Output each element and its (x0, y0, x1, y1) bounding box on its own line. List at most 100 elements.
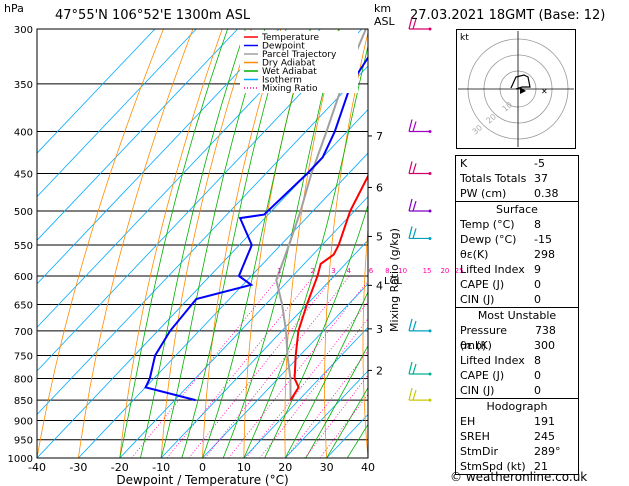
wind-barb (408, 387, 413, 401)
wind-barb-dot (428, 130, 432, 134)
hpa-axis-label: hPa (4, 2, 24, 15)
wind-barb (412, 320, 417, 332)
asl-axis-label: ASL (374, 15, 395, 28)
legend-label: Parcel Trajectory (262, 50, 337, 60)
mixing-ratio-label: 1 (277, 267, 281, 275)
table-row: StmDir 289° (460, 445, 561, 458)
temperature-tick-label: 30 (320, 461, 334, 474)
dry-adiabat-line (362, 223, 368, 458)
wind-barb (408, 198, 413, 212)
wind-barb (408, 161, 413, 174)
wind-barb (412, 121, 417, 132)
table-row: Pressure (mb) 738 (460, 324, 556, 352)
temperature-tick-label: -20 (111, 461, 129, 474)
hodograph-table-title: Hodograph (456, 398, 578, 414)
table-row: Temp (°C) 8 (460, 218, 541, 231)
wind-barb (412, 18, 417, 30)
table-row: CIN (J) 0 (460, 384, 541, 397)
pressure-tick-label: 850 (14, 396, 33, 407)
mixing-ratio-label: 3 (331, 267, 335, 275)
table-row: θε (K) 300 (460, 339, 555, 352)
wet-adiabat-line (264, 203, 368, 458)
wind-barb (412, 200, 417, 212)
wet-adiabat-line (119, 29, 228, 458)
mixing-ratio-label: 6 (369, 267, 374, 275)
dry-adiabat-line (400, 29, 427, 458)
wind-barb (408, 119, 413, 132)
wet-adiabat-line (222, 29, 339, 458)
wet-adiabat-line (305, 344, 368, 458)
table-row: EH 191 (460, 415, 555, 428)
legend-box (240, 31, 358, 93)
wet-adiabat-line (284, 290, 368, 458)
isotherm-line (284, 370, 368, 458)
dry-adiabat-line (119, 29, 223, 458)
wind-barb (408, 16, 413, 30)
table-row: θε(K) 298 (460, 248, 555, 261)
legend-label: Mixing Ratio (262, 84, 318, 94)
pressure-tick-label: 1000 (8, 454, 33, 465)
mixing-ratio-axis-label: Mixing Ratio (g/kg) (388, 228, 401, 332)
mixing-ratio-line (204, 275, 350, 458)
table-row: Lifted Index 9 (460, 263, 541, 276)
isotherm-line (119, 196, 368, 458)
wind-barb (408, 361, 413, 375)
dry-adiabat-line (160, 29, 252, 458)
storm-marker-icon: ✕ (541, 87, 548, 96)
datetime-title: 27.03.2021 18GMT (Base: 12) (410, 8, 606, 23)
mixing-ratio-line (188, 275, 335, 458)
wind-barb-dot (428, 209, 432, 213)
isotherm-line (37, 29, 238, 241)
legend-label: Temperature (261, 33, 319, 43)
mixing-ratio-line (166, 275, 314, 458)
wind-barb (408, 318, 413, 332)
table-row: Totals Totals 37 (460, 172, 548, 185)
km-tick-label: 2 (376, 364, 383, 377)
dry-adiabat-line (602, 29, 629, 458)
x-axis-label: Dewpoint / Temperature (°C) (116, 473, 288, 486)
isotherm-line (202, 283, 368, 458)
wet-adiabat-line (243, 44, 368, 458)
storm-motion-icon (520, 87, 526, 94)
isotherm-line (160, 239, 368, 458)
legend-label: Isotherm (262, 76, 302, 86)
km-tick-label: 5 (376, 230, 383, 243)
pressure-tick-label: 650 (14, 301, 33, 312)
legend-label: Dewpoint (262, 42, 305, 52)
pressure-tick-label: 800 (14, 374, 33, 385)
hodograph-trace (510, 74, 531, 90)
legend-label: Dry Adiabat (262, 59, 316, 69)
table-row: CAPE (J) 0 (460, 278, 541, 291)
surface-title: Surface (456, 201, 578, 217)
parcel-trajectory-line (275, 29, 367, 401)
mixing-ratio-label: 20 (440, 267, 449, 275)
mixing-ratio-label: 15 (423, 267, 432, 275)
wind-barb-dot (428, 372, 432, 376)
wind-barb-dot (428, 236, 432, 240)
wind-barb (412, 389, 417, 401)
km-tick-label: 3 (376, 323, 383, 336)
mixing-ratio-line (285, 350, 368, 458)
table-row: CAPE (J) 0 (460, 369, 541, 382)
indices-table: K -5 Totals Totals 37 PW (cm) 0.38 Surface … (455, 155, 579, 475)
mixing-ratio-line (228, 280, 368, 458)
temperature-tick-label: 40 (361, 461, 375, 474)
dry-adiabat-line (284, 29, 340, 458)
wind-barb-dot (428, 171, 432, 175)
wet-adiabat-line (140, 29, 246, 458)
table-row: K -5 (460, 157, 545, 170)
temperature-line (289, 174, 368, 401)
most-unstable-title: Most Unstable (456, 307, 578, 323)
wind-barb (412, 228, 417, 239)
pressure-tick-label: 550 (14, 241, 33, 252)
pressure-tick-label: 950 (14, 436, 33, 447)
wind-barb (408, 226, 413, 239)
pressure-tick-label: 450 (14, 169, 33, 180)
dry-adiabat-line (202, 29, 282, 458)
isotherm-line (243, 326, 368, 458)
wet-adiabat-line (326, 387, 368, 458)
dewpoint-line (144, 55, 368, 402)
pressure-tick-label: 900 (14, 416, 33, 427)
mixing-ratio-label: 4 (347, 267, 352, 275)
